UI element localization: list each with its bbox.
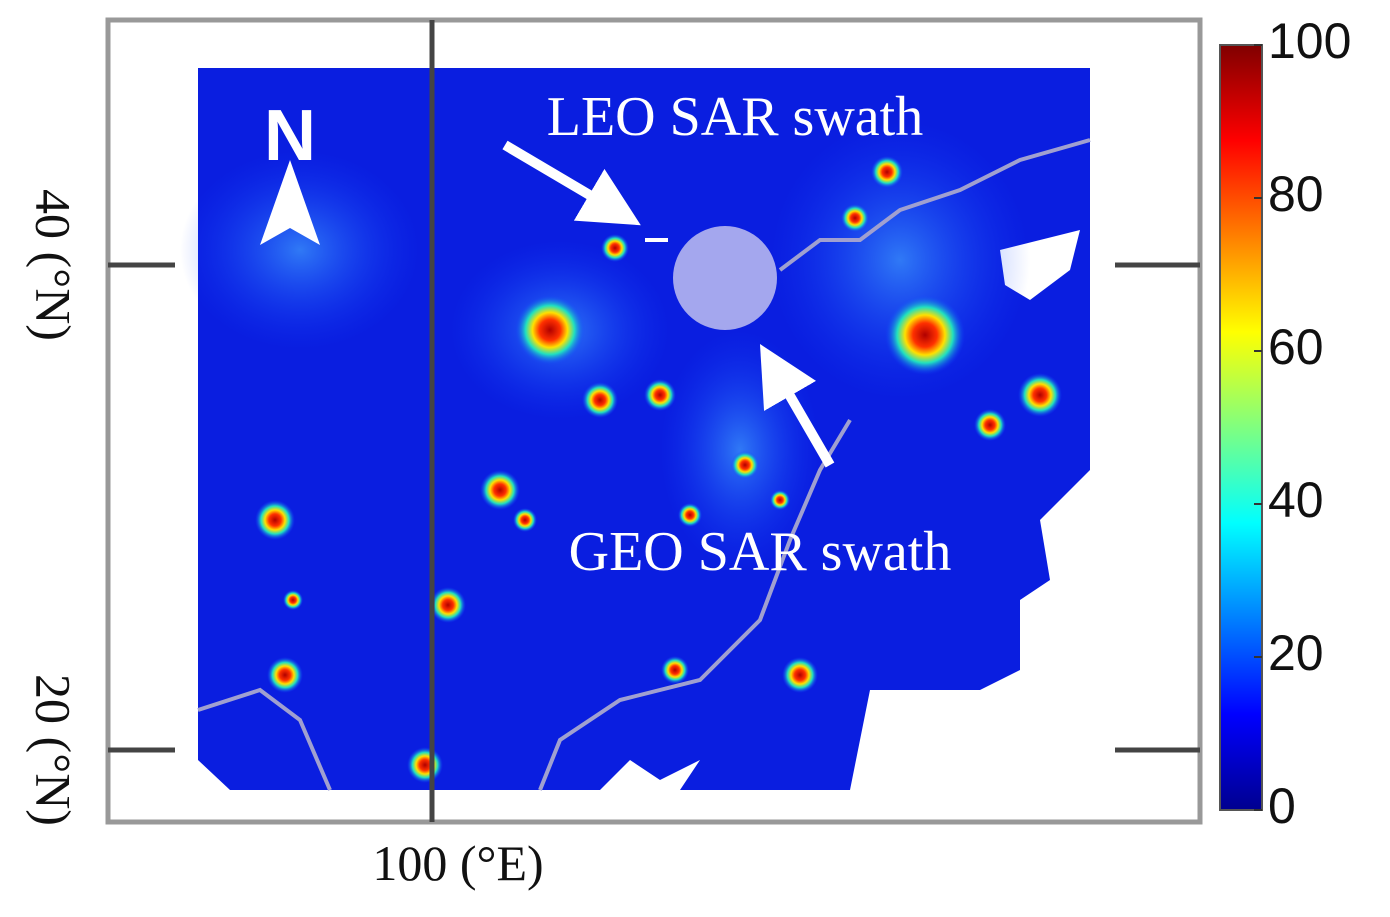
geo-arrow bbox=[759, 344, 835, 468]
north-arrow: N bbox=[260, 96, 320, 245]
colorbar-tick-label: 100 bbox=[1268, 13, 1351, 69]
lat-label: 20 (°N) bbox=[26, 674, 82, 826]
colorbar-tick-label: 40 bbox=[1268, 472, 1324, 528]
lon-label: 100 (°E) bbox=[372, 835, 543, 891]
lat-label: 40 (°N) bbox=[26, 189, 82, 341]
north-label: N bbox=[264, 96, 316, 176]
geo-label: GEO SAR swath bbox=[569, 521, 952, 583]
colorbar-tick-label: 80 bbox=[1268, 166, 1324, 222]
colorbar-tick-label: 0 bbox=[1268, 778, 1296, 834]
colorbar-tick-label: 20 bbox=[1268, 625, 1324, 681]
colorbar-tick-label: 60 bbox=[1268, 319, 1324, 375]
colorbar bbox=[1219, 44, 1263, 811]
map-image bbox=[180, 68, 1091, 791]
graticule bbox=[108, 20, 1200, 822]
leo-label: LEO SAR swath bbox=[547, 86, 923, 148]
leo-arrow bbox=[502, 140, 641, 226]
colorbar-ticks: 0 20 40 60 80 100 bbox=[1254, 13, 1351, 834]
